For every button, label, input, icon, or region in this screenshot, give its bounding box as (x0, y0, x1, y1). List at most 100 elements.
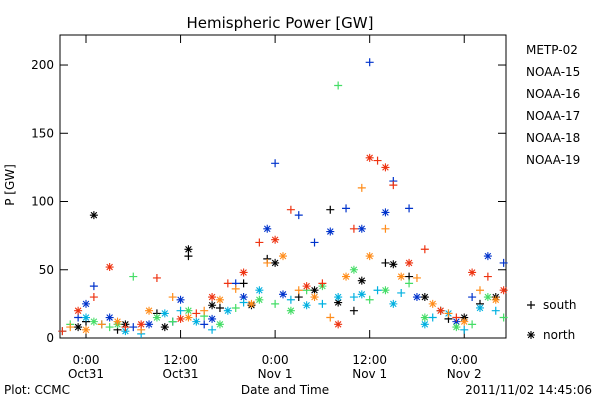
marker-legend-label: north (543, 328, 575, 342)
x-tick-label-date: Oct31 (163, 367, 199, 381)
legend-entry: NOAA-16 (526, 87, 580, 101)
data-point-south (97, 320, 106, 329)
data-point-north (192, 317, 201, 326)
data-point-north (365, 252, 374, 261)
data-point-south (271, 299, 280, 308)
data-point-north (145, 306, 154, 315)
data-point-north (279, 252, 287, 261)
data-point-south (286, 205, 295, 214)
data-point-north (468, 268, 477, 277)
data-point-north (263, 224, 272, 233)
data-point-north (420, 313, 429, 322)
data-point-north (255, 286, 264, 295)
data-point-north (82, 325, 91, 334)
data-point-north (302, 301, 311, 310)
data-point-south (310, 238, 319, 247)
x-tick-label-time: 0:00 (73, 353, 100, 367)
x-tick-label-date: Oct31 (68, 367, 104, 381)
data-point-south (349, 293, 358, 302)
data-point-north (215, 320, 224, 329)
data-point-south (255, 238, 264, 247)
data-point-north (223, 306, 232, 315)
data-point-south (294, 211, 303, 220)
data-point-north (460, 313, 469, 322)
data-point-north (184, 313, 193, 322)
data-point-north (145, 320, 154, 329)
data-point-south (58, 327, 67, 336)
data-point-south (152, 273, 161, 282)
data-point-north (342, 272, 351, 281)
data-point-north (349, 265, 358, 274)
data-point-north (491, 295, 500, 304)
data-point-south (349, 306, 358, 315)
data-point-south (239, 298, 248, 307)
data-point-south (176, 306, 185, 315)
data-point-north (389, 260, 398, 269)
data-point-north (452, 323, 461, 332)
data-point-south (286, 295, 295, 304)
data-point-south (475, 286, 484, 295)
data-point-north (365, 153, 374, 162)
data-point-south (231, 303, 240, 312)
x-tick-label-time: 12:00 (352, 353, 387, 367)
data-point-north (460, 317, 469, 326)
data-point-north (82, 299, 91, 308)
x-axis-label: Date and Time (241, 383, 329, 397)
data-point-north (137, 320, 146, 329)
data-point-south (452, 313, 461, 322)
data-point-south (397, 288, 406, 297)
data-point-north (436, 306, 445, 315)
data-point-south (318, 299, 327, 308)
data-point-north (527, 331, 535, 339)
y-tick-label: 0 (46, 331, 54, 345)
data-point-south (334, 81, 343, 90)
data-point-south (468, 293, 477, 302)
data-point-south (444, 309, 453, 318)
data-point-north (89, 211, 98, 220)
data-point-south (373, 286, 382, 295)
data-point-north (152, 313, 161, 322)
y-tick-label: 200 (31, 58, 54, 72)
data-point-north (452, 317, 461, 326)
data-point-north (176, 314, 185, 323)
data-point-north (89, 317, 98, 326)
data-point-south (349, 224, 358, 233)
data-point-north (420, 320, 429, 329)
data-point-north (286, 306, 295, 315)
x-tick-label-date: Nov 1 (258, 367, 293, 381)
data-point-south (129, 323, 138, 332)
data-point-north (184, 306, 193, 315)
legend-entry: METP-02 (526, 43, 578, 57)
data-point-north (334, 320, 343, 329)
data-point-north (389, 299, 398, 308)
x-tick-label-time: 0:00 (262, 353, 289, 367)
data-point-south (405, 272, 414, 281)
data-point-north (105, 263, 114, 272)
data-point-south (326, 313, 335, 322)
data-point-south (200, 306, 209, 315)
data-point-north (499, 286, 508, 295)
marker-legend-label: south (543, 298, 577, 312)
data-point-south (215, 303, 224, 312)
data-point-north (279, 290, 287, 299)
data-point-north (176, 295, 185, 304)
data-point-north (302, 282, 311, 291)
data-point-south (271, 159, 280, 168)
data-point-south (389, 181, 398, 190)
data-point-south (263, 258, 272, 267)
legend-entry: NOAA-19 (526, 153, 580, 167)
data-point-south (223, 279, 232, 288)
data-point-north (121, 327, 130, 336)
data-point-south (318, 279, 327, 288)
footer-right: 2011/11/02 14:45:06 (465, 383, 592, 397)
data-point-north (310, 293, 319, 302)
data-point-south (200, 320, 209, 329)
data-point-north (310, 286, 319, 295)
data-point-north (271, 258, 280, 267)
y-axis-label: P [GW] (3, 164, 17, 206)
data-point-south (184, 252, 193, 261)
data-point-south (121, 323, 130, 332)
data-point-north (239, 293, 248, 302)
data-point-north (160, 309, 169, 318)
